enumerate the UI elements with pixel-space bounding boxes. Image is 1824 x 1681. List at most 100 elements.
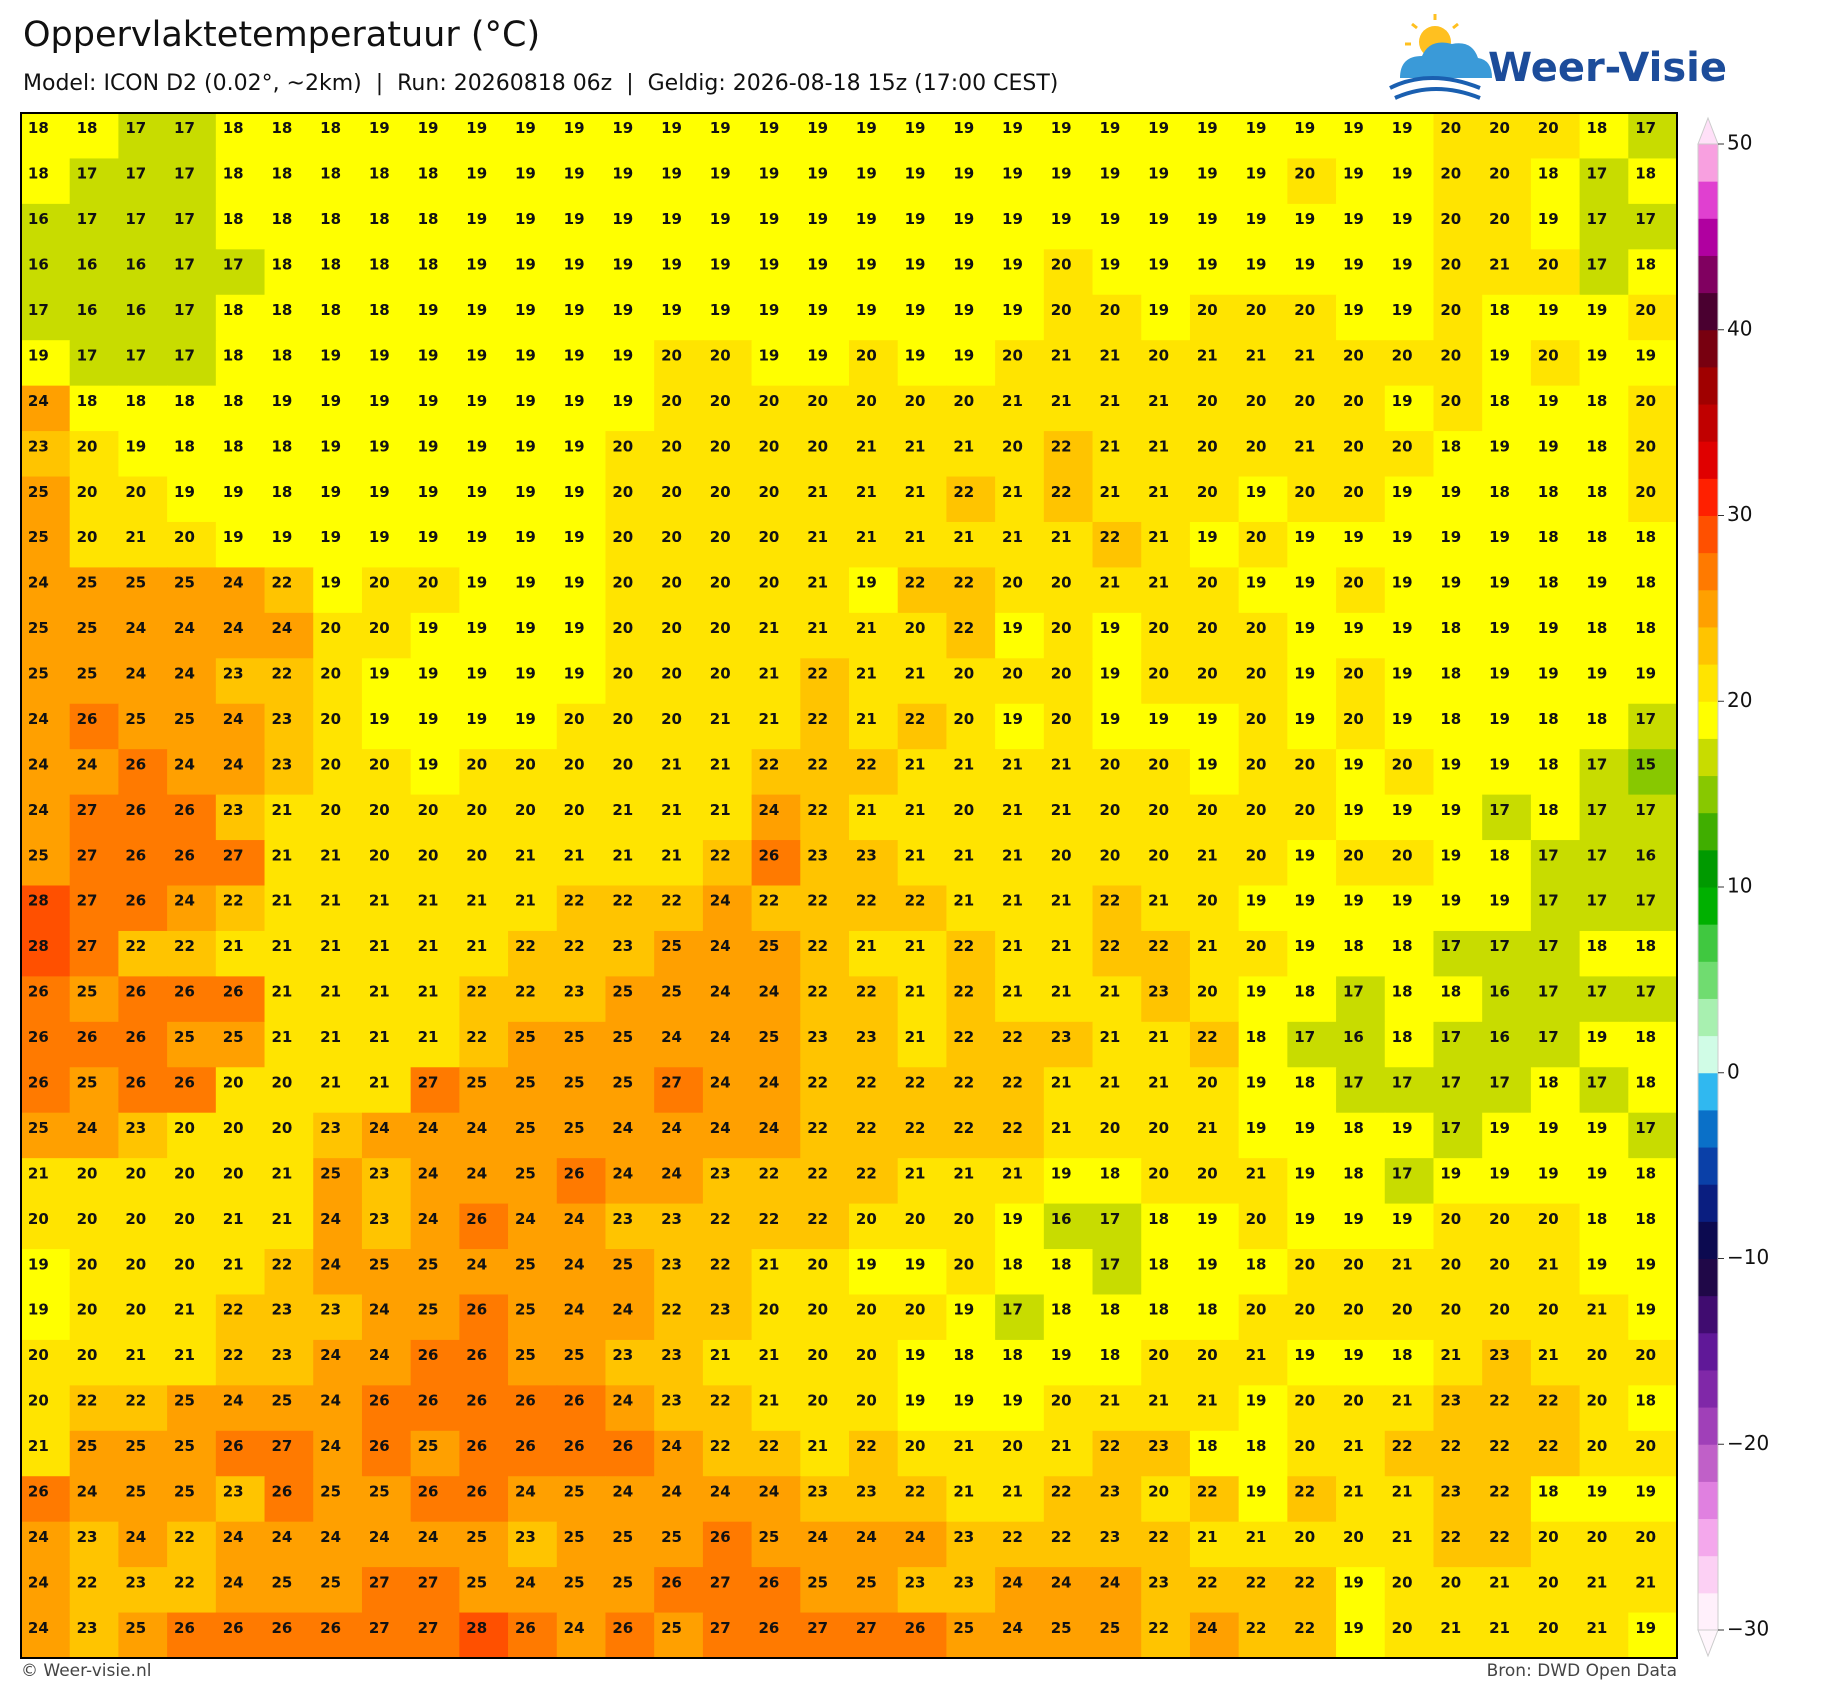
temperature-label: 25 — [953, 1619, 974, 1637]
temperature-label: 21 — [759, 665, 780, 683]
temperature-cell — [1189, 567, 1240, 614]
temperature-label: 18 — [1440, 983, 1461, 1001]
temperature-label: 21 — [1392, 1528, 1413, 1546]
temperature-label: 26 — [564, 1164, 585, 1182]
temperature-label: 19 — [1587, 1482, 1608, 1500]
temperature-cell — [897, 703, 948, 750]
temperature-label: 21 — [905, 755, 926, 773]
temperature-label: 20 — [1392, 1573, 1413, 1591]
temperature-cell — [751, 1612, 801, 1659]
temperature-cell — [21, 749, 71, 796]
temperature-label: 20 — [77, 1346, 98, 1364]
temperature-cell — [1579, 794, 1629, 841]
temperature-cell — [1092, 249, 1142, 296]
temperature-cell — [459, 521, 509, 569]
temperature-cell — [215, 385, 266, 432]
temperature-label: 24 — [564, 1301, 585, 1319]
temperature-cell — [21, 930, 71, 977]
temperature-label: 21 — [1051, 1119, 1072, 1137]
temperature-label: 19 — [856, 210, 877, 228]
temperature-label: 24 — [320, 1392, 341, 1410]
temperature-label: 18 — [271, 210, 292, 228]
temperature-label: 23 — [223, 801, 244, 819]
temperature-cell — [1092, 1203, 1142, 1250]
temperature-label: 20 — [1099, 301, 1120, 319]
temperature-cell — [459, 1430, 509, 1477]
temperature-label: 24 — [320, 1528, 341, 1546]
temperature-label: 19 — [905, 1255, 926, 1273]
temperature-cell — [1336, 1249, 1386, 1296]
temperature-cell — [1628, 249, 1678, 296]
temperature-cell — [897, 113, 948, 160]
temperature-cell — [1530, 1521, 1581, 1568]
temperature-cell — [897, 1385, 948, 1432]
temperature-label: 20 — [905, 619, 926, 637]
temperature-label: 18 — [1635, 1210, 1656, 1228]
temperature-cell — [508, 658, 558, 705]
temperature-label: 20 — [320, 801, 341, 819]
temperature-cell — [1433, 749, 1483, 796]
temperature-cell — [215, 567, 266, 614]
colorbar-box — [1698, 849, 1718, 888]
temperature-cell — [1628, 385, 1678, 432]
temperature-label: 21 — [1489, 256, 1510, 274]
temperature-label: 18 — [369, 210, 390, 228]
temperature-label: 20 — [710, 619, 731, 637]
temperature-cell — [702, 294, 753, 341]
temperature-label: 19 — [905, 119, 926, 137]
temperature-label: 20 — [125, 1301, 146, 1319]
temperature-cell — [654, 976, 704, 1023]
temperature-label: 19 — [1392, 619, 1413, 637]
temperature-cell — [1384, 203, 1435, 250]
temperature-cell — [1238, 567, 1288, 614]
temperature-cell — [1579, 1430, 1629, 1477]
temperature-label: 25 — [174, 1482, 195, 1500]
temperature-cell — [1092, 340, 1142, 387]
temperature-cell — [21, 703, 71, 750]
temperature-cell — [1579, 1294, 1629, 1341]
temperature-cell — [459, 340, 509, 387]
temperature-cell — [1092, 113, 1142, 160]
temperature-label: 19 — [515, 710, 536, 728]
temperature-label: 18 — [1099, 1301, 1120, 1319]
temperature-label: 19 — [1002, 256, 1023, 274]
temperature-cell — [1384, 703, 1435, 750]
temperature-cell — [508, 840, 558, 887]
temperature-label: 19 — [759, 165, 780, 183]
temperature-cell — [1043, 1203, 1094, 1250]
temperature-cell — [1141, 476, 1191, 523]
temperature-cell — [1628, 1158, 1678, 1205]
temperature-cell — [508, 703, 558, 750]
temperature-label: 19 — [1197, 1210, 1218, 1228]
temperature-label: 17 — [1635, 983, 1656, 1001]
temperature-label: 19 — [1538, 665, 1559, 683]
temperature-cell — [508, 1294, 558, 1341]
temperature-cell — [167, 794, 217, 841]
temperature-cell — [605, 1158, 655, 1205]
temperature-label: 21 — [807, 619, 828, 637]
temperature-label: 22 — [710, 1210, 731, 1228]
temperature-label: 24 — [77, 1482, 98, 1500]
temperature-cell — [702, 749, 753, 796]
temperature-label: 19 — [612, 210, 633, 228]
temperature-cell — [1433, 340, 1483, 387]
temperature-label: 19 — [1002, 165, 1023, 183]
temperature-label: 23 — [1148, 1437, 1169, 1455]
temperature-label: 18 — [1635, 619, 1656, 637]
temperature-cell — [556, 930, 607, 977]
temperature-label: 19 — [1294, 1164, 1315, 1182]
temperature-cell — [215, 976, 266, 1023]
temperature-label: 20 — [1489, 210, 1510, 228]
temperature-cell — [21, 1567, 71, 1614]
temperature-label: 24 — [369, 1301, 390, 1319]
temperature-cell — [995, 1158, 1045, 1205]
temperature-label: 17 — [1587, 165, 1608, 183]
temperature-label: 26 — [174, 801, 195, 819]
temperature-cell — [508, 1430, 558, 1477]
temperature-cell — [313, 1112, 363, 1159]
temperature-cell — [1530, 294, 1581, 341]
temperature-label: 20 — [856, 346, 877, 364]
temperature-label: 22 — [759, 1164, 780, 1182]
temperature-cell — [1189, 1385, 1240, 1432]
temperature-label: 18 — [271, 256, 292, 274]
